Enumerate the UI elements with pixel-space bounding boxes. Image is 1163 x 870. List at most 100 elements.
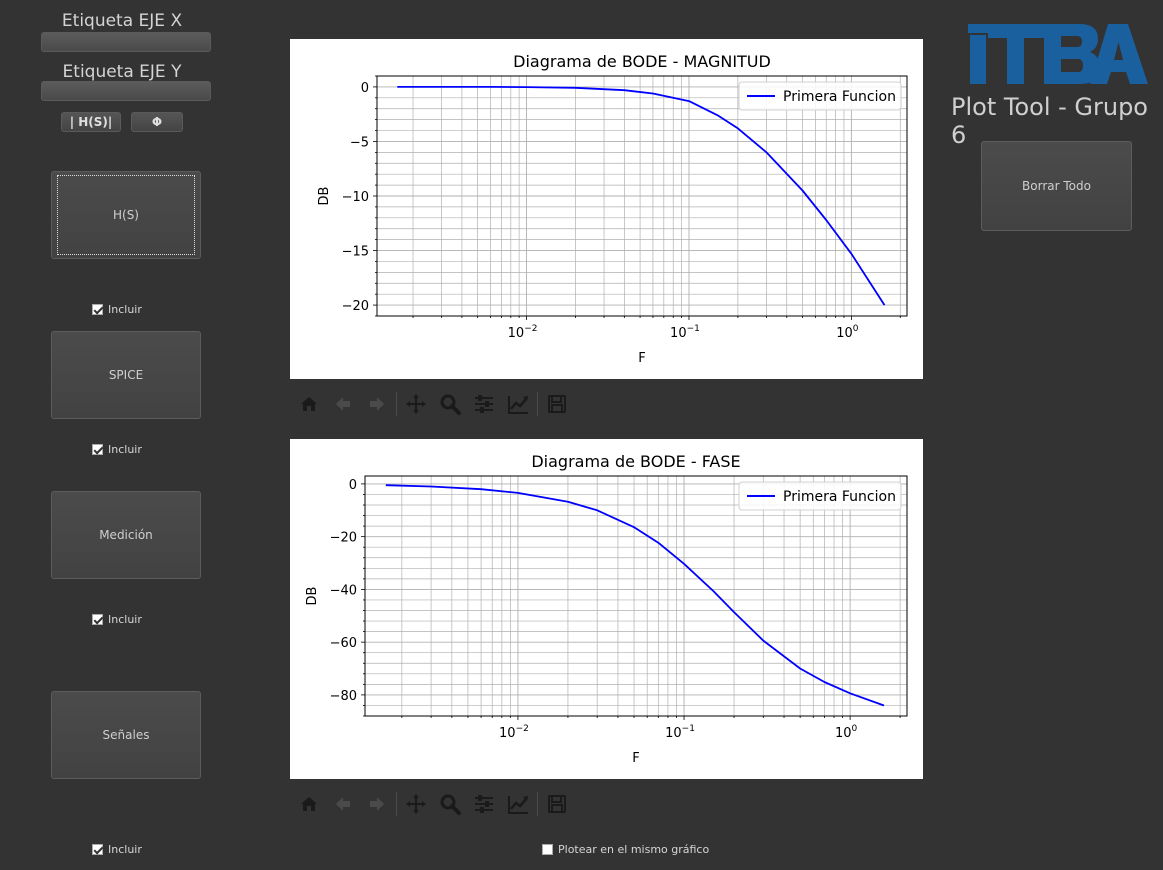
y-tick-label: −20 [330,531,357,546]
save-icon[interactable] [540,789,574,819]
plot-frame [364,475,908,717]
x-tick-exponent: −2 [524,324,537,334]
magnitude-plot[interactable]: 0 −5 −10 −15 −20 10−2 10−1 100 Diagrama de BODE … [290,39,923,379]
checkbox-checked-icon [92,614,103,625]
spice-button-label: SPICE [108,368,144,382]
include-hs-checkbox[interactable]: Incluir [92,303,142,316]
include-signals-checkbox[interactable]: Incluir [92,843,142,856]
y-axis-label: DB [317,187,332,206]
back-icon[interactable] [326,389,360,419]
plot-frame [376,75,908,317]
x-axis-label-title: Etiqueta EJE X [61,11,183,31]
chart-title: Diagrama de BODE - FASE [531,452,740,471]
hs-button[interactable]: H(S) [51,171,201,259]
phase-plot-toolbar [292,789,574,819]
home-icon[interactable] [292,789,326,819]
x-axis-label-input[interactable] [41,32,211,52]
x-tick-exponent: 0 [853,324,859,334]
spice-button[interactable]: SPICE [51,331,201,419]
app-subtitle: Plot Tool - Grupo 6 [951,93,1148,149]
x-tick-exponent: −2 [516,724,529,734]
pan-icon[interactable] [399,389,433,419]
focus-indicator [57,175,195,255]
edit-curve-icon[interactable] [501,789,535,819]
x-tick-exponent: −1 [687,324,700,334]
x-tick-label: 10−1 [670,324,700,341]
series-line [385,484,885,707]
x-tick-label: 100 [836,324,859,341]
same-plot-checkbox[interactable]: Plotear en el mismo gráfico [542,843,709,856]
checkbox-checked-icon [92,444,103,455]
y-tick-label: 0 [349,478,357,493]
itba-logo [962,20,1152,88]
grid-lines [365,476,907,717]
clear-all-label: Borrar Todo [1022,179,1091,193]
x-tick-label: 100 [835,724,858,741]
measurement-button-label: Medición [99,528,153,542]
magnitude-plot-toolbar [292,389,574,419]
y-tick-label: −15 [342,245,369,260]
back-icon[interactable] [326,789,360,819]
toolbar-separator [396,792,397,816]
legend-label: Primera Funcion [783,89,896,105]
same-plot-label: Plotear en el mismo gráfico [558,843,710,856]
y-tick-label: −10 [342,190,369,205]
toolbar-separator [537,392,538,416]
include-measurement-label: Incluir [108,613,142,626]
phase-plot[interactable]: 0 −20 −40 −60 −80 10−2 10−1 100 Diagrama de BODE… [290,439,923,779]
legend: Primera Funcion [738,81,902,111]
chart-title: Diagrama de BODE - MAGNITUD [513,52,771,71]
hs-button-label: H(S) [112,208,139,222]
checkbox-checked-icon [92,844,103,855]
home-icon[interactable] [292,389,326,419]
legend-label: Primera Funcion [783,489,896,505]
forward-icon[interactable] [360,389,394,419]
y-tick-label: 0 [361,81,369,96]
x-tick-label: 10−2 [499,724,529,741]
toolbar-separator [396,392,397,416]
clear-all-button[interactable]: Borrar Todo [981,141,1132,231]
include-measurement-checkbox[interactable]: Incluir [92,613,142,626]
include-spice-checkbox[interactable]: Incluir [92,443,142,456]
y-tick-label: −80 [330,689,357,704]
legend: Primera Funcion [738,481,902,511]
toolbar-separator [537,792,538,816]
y-axis-label: DB [305,587,320,606]
checkbox-checked-icon [92,304,103,315]
y-tick-label: −60 [330,636,357,651]
pan-icon[interactable] [399,789,433,819]
edit-curve-icon[interactable] [501,389,535,419]
configure-icon[interactable] [467,789,501,819]
magnitude-button[interactable]: | H(S)| [61,112,121,132]
forward-icon[interactable] [360,789,394,819]
legend-box [738,481,902,511]
measurement-button[interactable]: Medición [51,491,201,579]
y-tick-label: −5 [350,135,369,150]
include-signals-label: Incluir [108,843,142,856]
include-spice-label: Incluir [108,443,142,456]
phase-button[interactable]: Φ [131,112,183,132]
zoom-icon[interactable] [433,789,467,819]
x-tick-label: 10−2 [508,324,538,341]
configure-icon[interactable] [467,389,501,419]
x-axis-label: F [632,751,639,766]
zoom-icon[interactable] [433,389,467,419]
x-tick-exponent: 0 [852,724,858,734]
save-icon[interactable] [540,389,574,419]
series-line [397,86,886,306]
include-hs-label: Incluir [108,303,142,316]
x-axis-label: F [638,351,645,366]
checkbox-unchecked-icon [542,844,553,855]
y-axis-label-input[interactable] [41,81,211,101]
signals-button-label: Señales [102,728,150,742]
grid-lines [377,75,907,317]
x-tick-exponent: −1 [682,724,695,734]
y-tick-label: −40 [330,583,357,598]
x-tick-label: 10−1 [665,724,695,741]
signals-button[interactable]: Señales [51,691,201,779]
y-tick-label: −20 [342,299,369,314]
legend-box [738,81,902,111]
y-axis-label-title: Etiqueta EJE Y [62,62,182,82]
